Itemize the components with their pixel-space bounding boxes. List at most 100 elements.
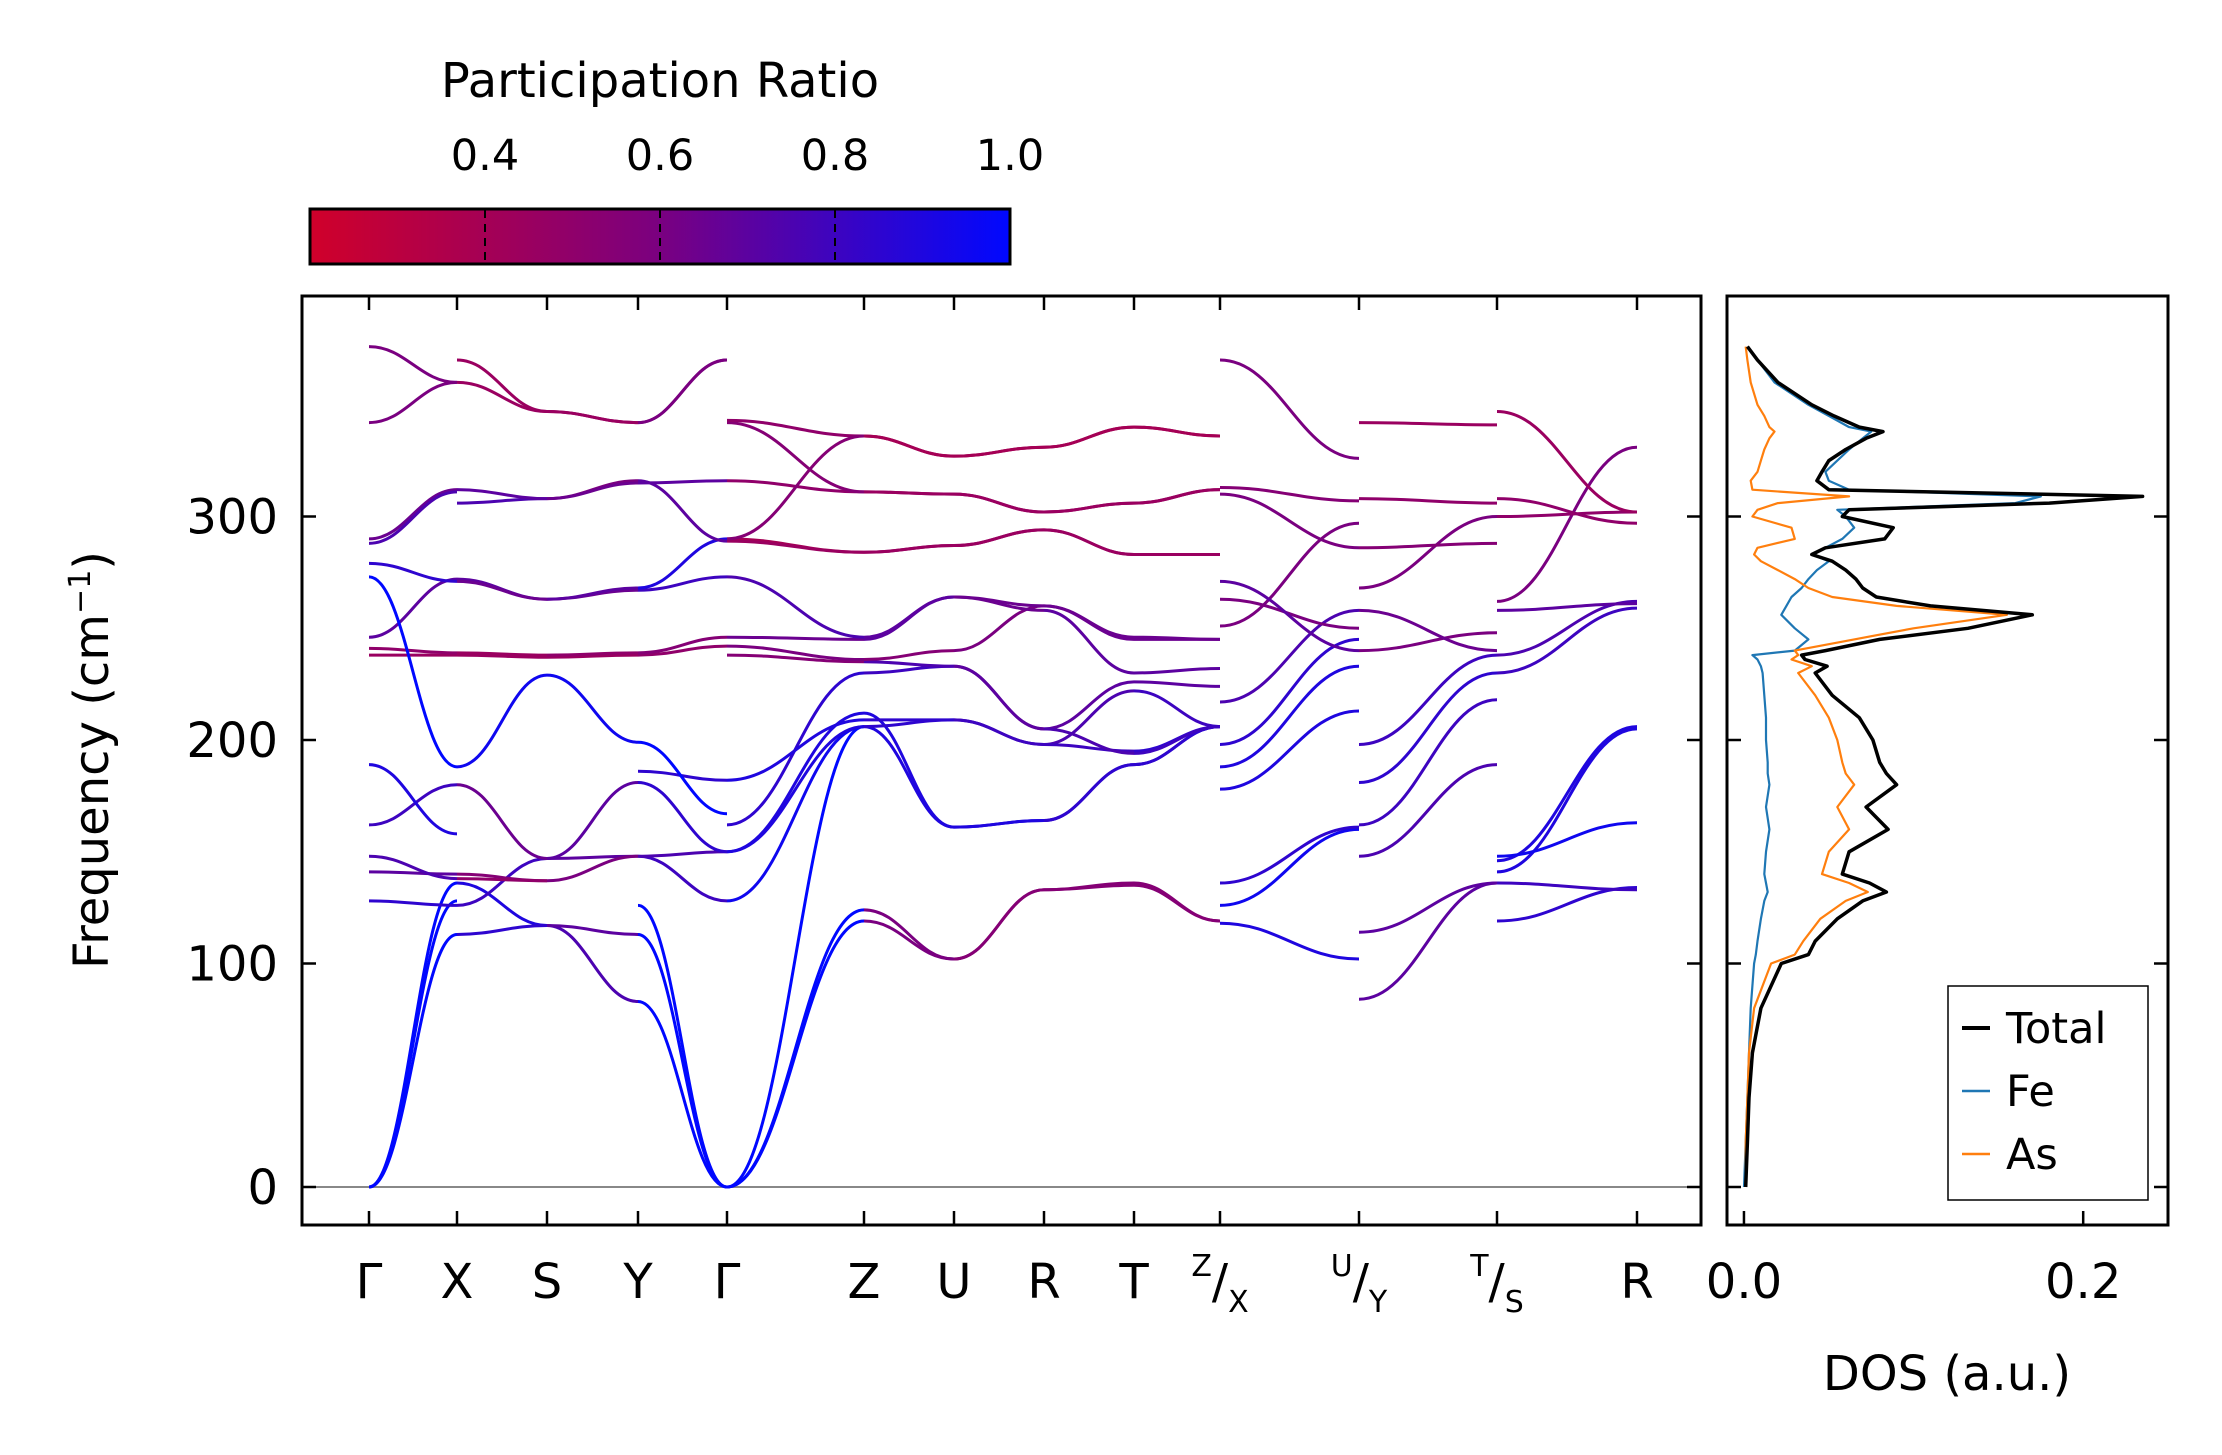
phonon-band <box>863 490 955 496</box>
phonon-band <box>1219 921 1360 961</box>
colorbar-tick-label: 0.6 <box>626 131 694 181</box>
phonon-band <box>726 653 865 664</box>
phonon-band <box>637 850 728 858</box>
phonon-band <box>1043 727 1135 755</box>
phonon-band <box>546 673 639 744</box>
phonon-band <box>1496 445 1638 603</box>
phonon-band <box>726 539 865 554</box>
phonon-band <box>726 644 865 662</box>
phonon-band <box>368 899 458 1189</box>
kpoint-label: X <box>441 1254 474 1310</box>
phonon-band <box>368 575 458 769</box>
phonon-band <box>546 409 639 425</box>
phonon-band <box>726 725 865 1189</box>
phonon-band <box>1043 689 1135 746</box>
phonon-band <box>456 653 548 659</box>
phonon-band <box>726 725 865 903</box>
phonon-band <box>1043 604 1135 639</box>
phonon-band <box>368 854 458 881</box>
phonon-band <box>863 711 955 829</box>
phonon-band <box>953 718 1045 746</box>
phonon-band <box>1496 497 1638 525</box>
kpoint-label: S <box>532 1254 562 1310</box>
phonon-band <box>1219 637 1360 746</box>
phonon-band <box>726 908 865 1189</box>
phonon-band <box>368 783 458 827</box>
legend-label-total: Total <box>2005 1004 2106 1054</box>
phonon-band <box>1496 886 1638 923</box>
phonon-band <box>1219 827 1360 907</box>
kpoint-label: R <box>1620 1254 1653 1310</box>
phonon-band <box>1496 881 1638 892</box>
dos-ticks: 0.0 0.2 <box>1706 515 2168 1310</box>
phonon-band <box>456 488 548 501</box>
phonon-band <box>1496 821 1638 858</box>
phonon-band <box>1043 608 1135 675</box>
y-axis-label: Frequency (cm−1) <box>63 551 120 969</box>
phonon-band <box>368 646 458 655</box>
phonon-band <box>1043 425 1135 449</box>
phonon-band <box>863 908 955 961</box>
dos-panel: 0.0 0.2 DOS (a.u.) Total Fe As <box>1706 294 2170 1402</box>
phonon-band <box>368 899 458 907</box>
colorbar-tick-label: 0.8 <box>801 131 869 181</box>
dos-curves <box>1742 345 2145 1188</box>
dos-as-line <box>1744 346 2009 1187</box>
phonon-band <box>368 763 458 836</box>
phonon-band <box>1133 666 1221 675</box>
phonon-band <box>953 888 1045 961</box>
colorbar: Participation Ratio 0.4 0.6 0.8 1.0 <box>308 53 1044 266</box>
phonon-band <box>368 380 458 425</box>
phonon-band <box>368 870 458 876</box>
phonon-band <box>953 818 1045 829</box>
phonon-band <box>863 660 955 668</box>
colorbar-label: Participation Ratio <box>441 53 879 109</box>
phonon-band <box>863 649 955 662</box>
colorbar-ticks: 0.4 0.6 0.8 1.0 <box>451 131 1044 263</box>
phonon-band <box>637 999 728 1189</box>
phonon-band <box>1358 421 1498 427</box>
phonon-band <box>1496 602 1638 612</box>
phonon-band <box>456 881 548 928</box>
kpoint-label: T <box>1118 1254 1149 1310</box>
phonon-band <box>953 595 1045 612</box>
phonon-band <box>1496 409 1638 514</box>
dos-x-axis-label: DOS (a.u.) <box>1823 1346 2071 1402</box>
phonon-band <box>726 434 865 541</box>
kpoint-label: R <box>1027 1254 1060 1310</box>
frequency-tick-label: 300 <box>186 490 278 546</box>
phonon-band <box>1358 541 1498 550</box>
phonon-band <box>1219 579 1360 653</box>
dos-legend: Total Fe As <box>1947 985 2149 1201</box>
dos-fe-line <box>1742 345 2042 1188</box>
frequency-ticks: 0 100 200 300 <box>186 490 1701 1216</box>
phonon-band <box>1133 689 1221 729</box>
phonon-band <box>546 586 639 601</box>
phonon-band <box>1219 485 1360 503</box>
phonon-band <box>726 725 865 854</box>
phonon-band <box>1358 497 1498 505</box>
colorbar-tick-label: 1.0 <box>976 131 1044 181</box>
kpoint-label: U/Y <box>1331 1249 1388 1320</box>
phonon-band <box>1358 608 1498 653</box>
phonon-band <box>726 418 865 438</box>
phonon-band <box>1358 698 1498 827</box>
phonon-band <box>953 528 1045 548</box>
phonon-band <box>953 445 1045 458</box>
phonon-band <box>637 644 728 657</box>
phonon-band <box>1358 671 1498 784</box>
phonon-band <box>1219 597 1360 630</box>
phonon-band <box>1133 883 1221 923</box>
phonon-band <box>368 490 458 545</box>
phonon-band <box>546 481 639 501</box>
phonon-band <box>1133 635 1221 641</box>
phonon-band <box>1358 881 1498 1001</box>
phonon-band <box>863 595 955 639</box>
kpoint-label: Z/X <box>1191 1249 1248 1320</box>
dos-x-tick-label: 0.0 <box>1706 1254 1782 1310</box>
phonon-bands <box>368 345 1638 1189</box>
kpoint-label: Z <box>848 1254 881 1310</box>
phonon-band <box>863 919 955 961</box>
phonon-band <box>456 358 548 413</box>
